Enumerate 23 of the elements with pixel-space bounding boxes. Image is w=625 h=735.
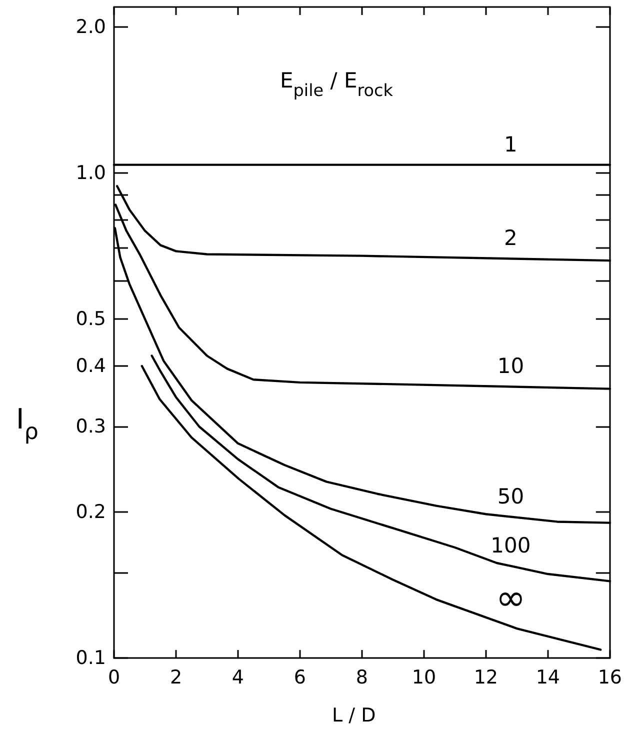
series-label: 100	[490, 534, 531, 558]
y-tick-label: 2.0	[76, 16, 106, 38]
x-tick-label: 14	[536, 666, 560, 688]
series-label: 50	[497, 484, 524, 508]
y-tick-label: 0.4	[76, 355, 106, 378]
series-label: 10	[497, 354, 524, 378]
y-tick-label: 0.3	[76, 416, 106, 438]
y-tick-label: 1.0	[76, 162, 106, 184]
y-tick-label: 0.5	[76, 308, 106, 330]
x-axis-title: L / D	[332, 704, 376, 726]
x-tick-label: 0	[108, 666, 120, 688]
x-tick-label: 10	[412, 666, 436, 688]
x-tick-label: 2	[170, 666, 182, 688]
x-tick-label: 16	[598, 666, 622, 688]
series-label: 1	[504, 132, 518, 156]
x-tick-label: 12	[474, 666, 498, 688]
x-tick-label: 4	[232, 666, 244, 688]
series-label: ∞	[496, 578, 526, 619]
y-tick-label: 0.2	[76, 501, 106, 524]
x-tick-label: 8	[356, 666, 368, 688]
x-tick-label: 6	[294, 666, 306, 688]
series-label: 2	[504, 226, 518, 250]
y-tick-label: 0.1	[76, 647, 106, 669]
